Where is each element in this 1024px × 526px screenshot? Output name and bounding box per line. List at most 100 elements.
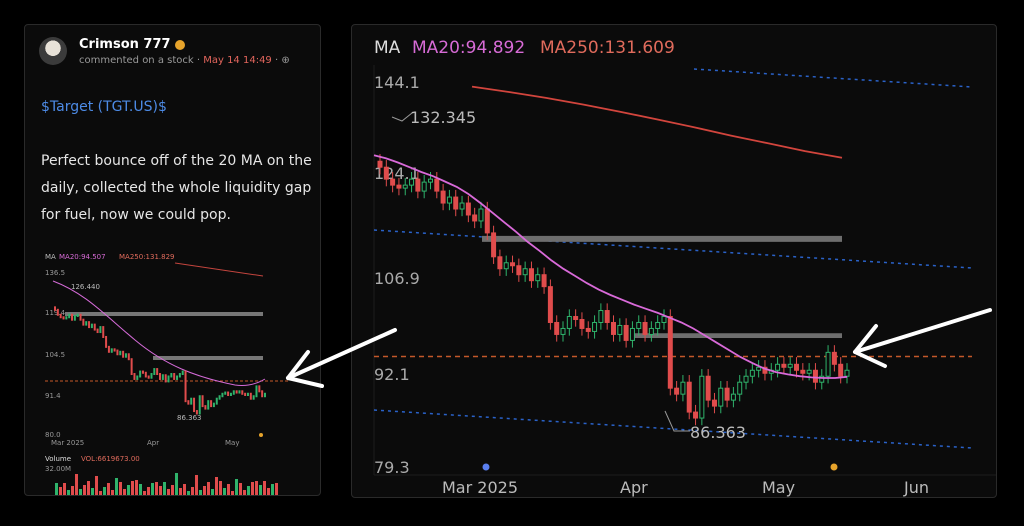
candle[interactable] — [794, 363, 800, 371]
candle[interactable] — [749, 369, 755, 377]
candle[interactable] — [705, 375, 711, 401]
candle[interactable] — [465, 202, 471, 216]
candle[interactable] — [503, 262, 509, 270]
candle[interactable] — [592, 321, 598, 332]
candle[interactable] — [604, 310, 610, 323]
candle[interactable] — [844, 369, 850, 377]
candle[interactable] — [730, 393, 736, 401]
mini-candle — [76, 313, 79, 317]
mini-candle — [127, 353, 130, 361]
candle[interactable] — [383, 166, 389, 180]
mini-chart[interactable]: MA MA20:94.507 MA250:131.829 136.5 119.4… — [25, 25, 320, 495]
candle[interactable] — [440, 190, 446, 204]
candle[interactable] — [409, 178, 415, 186]
volume-bar — [223, 488, 226, 495]
candle[interactable] — [636, 321, 642, 329]
candle[interactable] — [699, 375, 705, 419]
candle[interactable] — [402, 184, 408, 189]
candle[interactable] — [667, 316, 673, 389]
candle[interactable] — [724, 387, 730, 401]
candle[interactable] — [693, 411, 699, 419]
candle[interactable] — [547, 286, 553, 323]
candle[interactable] — [806, 369, 812, 374]
candle[interactable] — [497, 256, 503, 270]
volume-bar — [131, 481, 134, 495]
candle[interactable] — [787, 363, 793, 368]
candle[interactable] — [377, 160, 383, 168]
mini-candle — [71, 313, 74, 321]
candle[interactable] — [611, 321, 616, 335]
candle[interactable] — [541, 274, 547, 288]
volume-bar — [151, 483, 154, 495]
candle[interactable] — [629, 327, 635, 341]
username[interactable]: Crimson 777 — [79, 37, 185, 52]
candle[interactable] — [573, 316, 579, 320]
candle[interactable] — [642, 321, 648, 335]
candle[interactable] — [825, 351, 831, 377]
mini-candle — [90, 323, 93, 329]
candle[interactable] — [800, 369, 806, 374]
candle[interactable] — [427, 178, 433, 183]
candle[interactable] — [528, 268, 534, 282]
price-chart-panel[interactable]: MA MA20:94.892 MA250:131.609 144.1 124.1… — [351, 24, 997, 498]
candle[interactable] — [415, 178, 421, 192]
candle[interactable] — [831, 351, 837, 365]
y-tick: 79.3 — [374, 458, 410, 477]
candle[interactable] — [510, 262, 516, 267]
mini-candle — [187, 400, 190, 405]
volume-bar — [199, 490, 202, 495]
candle[interactable] — [478, 208, 484, 222]
candle[interactable] — [598, 310, 604, 323]
candle[interactable] — [718, 387, 724, 407]
candle[interactable] — [453, 196, 459, 210]
volume-bar — [107, 483, 110, 495]
candle[interactable] — [446, 196, 452, 204]
candle[interactable] — [554, 321, 560, 335]
candle[interactable] — [838, 363, 844, 377]
candle[interactable] — [566, 316, 572, 329]
candle[interactable] — [516, 265, 522, 276]
event-marker[interactable] — [830, 463, 838, 471]
candle[interactable] — [585, 327, 591, 332]
candle[interactable] — [674, 387, 680, 395]
candle[interactable] — [648, 327, 654, 335]
candle[interactable] — [680, 381, 686, 395]
candle[interactable] — [711, 399, 717, 407]
candle[interactable] — [775, 363, 781, 371]
candle[interactable] — [756, 366, 762, 371]
candle[interactable] — [743, 375, 749, 383]
candle[interactable] — [819, 375, 825, 383]
candle[interactable] — [459, 202, 465, 210]
mini-y-tick: 119.4 — [45, 309, 66, 317]
candle[interactable] — [421, 181, 427, 192]
candle[interactable] — [434, 178, 440, 192]
candle[interactable] — [812, 369, 818, 383]
candle[interactable] — [472, 214, 478, 222]
candle[interactable] — [737, 381, 743, 395]
candle[interactable] — [781, 363, 787, 368]
candle[interactable] — [560, 327, 566, 335]
mini-candle — [212, 402, 215, 408]
avatar[interactable] — [39, 37, 67, 65]
candle[interactable] — [491, 232, 497, 258]
event-marker[interactable] — [482, 463, 490, 471]
candle[interactable] — [522, 268, 528, 276]
y-tick: 106.9 — [374, 269, 420, 288]
candle[interactable] — [661, 316, 667, 323]
mini-event-marker[interactable] — [259, 433, 263, 437]
candlestick-chart[interactable]: MA MA20:94.892 MA250:131.609 144.1 124.1… — [352, 25, 996, 497]
candle[interactable] — [579, 319, 585, 329]
candle[interactable] — [655, 321, 661, 329]
volume-bar — [163, 482, 166, 495]
mini-candle — [133, 373, 136, 380]
candle[interactable] — [396, 184, 402, 189]
volume-bar — [179, 488, 182, 495]
candle[interactable] — [623, 324, 629, 341]
mini-candle — [210, 400, 213, 408]
stock-ticker-link[interactable]: $Target (TGT.US)$ — [41, 99, 167, 115]
candle[interactable] — [390, 178, 396, 186]
candle[interactable] — [535, 274, 541, 282]
candle[interactable] — [484, 208, 490, 234]
candle[interactable] — [617, 324, 623, 335]
candle[interactable] — [686, 381, 692, 413]
